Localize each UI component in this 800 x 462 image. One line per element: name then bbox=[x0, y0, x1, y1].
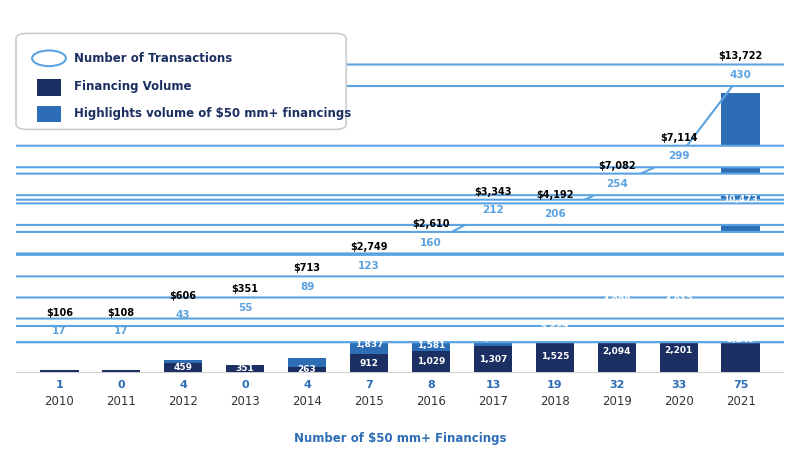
Bar bbox=[536, 318, 574, 341]
Text: 4: 4 bbox=[303, 380, 311, 389]
Text: 13: 13 bbox=[486, 380, 501, 389]
FancyBboxPatch shape bbox=[16, 33, 346, 129]
Circle shape bbox=[32, 50, 66, 66]
Text: $351: $351 bbox=[232, 284, 258, 294]
Text: 43: 43 bbox=[176, 310, 190, 320]
Text: 4,913: 4,913 bbox=[664, 296, 693, 304]
Text: 0: 0 bbox=[242, 380, 249, 389]
Bar bbox=[350, 335, 388, 354]
Bar bbox=[412, 340, 450, 352]
Bar bbox=[474, 331, 512, 346]
Text: 4: 4 bbox=[179, 380, 187, 389]
Text: $713: $713 bbox=[294, 263, 321, 273]
Text: 8: 8 bbox=[427, 380, 435, 389]
Text: 1: 1 bbox=[55, 380, 63, 389]
Bar bbox=[722, 93, 760, 306]
Text: 17: 17 bbox=[114, 326, 129, 336]
Text: 2,667: 2,667 bbox=[541, 325, 569, 334]
Bar bbox=[350, 354, 388, 372]
Circle shape bbox=[0, 276, 800, 298]
Text: 206: 206 bbox=[544, 209, 566, 219]
Bar bbox=[598, 271, 636, 330]
Text: 0: 0 bbox=[118, 380, 125, 389]
Text: 17: 17 bbox=[52, 326, 66, 336]
Text: 254: 254 bbox=[606, 179, 628, 189]
Bar bbox=[288, 358, 326, 367]
Text: 1,581: 1,581 bbox=[417, 341, 445, 350]
Circle shape bbox=[0, 321, 800, 342]
Text: 19: 19 bbox=[547, 380, 562, 389]
Text: $7,082: $7,082 bbox=[598, 161, 635, 170]
Text: 55: 55 bbox=[238, 303, 253, 313]
Circle shape bbox=[0, 203, 800, 225]
Text: 4,988: 4,988 bbox=[602, 296, 631, 305]
Bar bbox=[659, 273, 698, 328]
Bar bbox=[659, 328, 698, 372]
Text: 430: 430 bbox=[730, 70, 751, 80]
Text: 1,837: 1,837 bbox=[354, 340, 383, 349]
Text: 1,307: 1,307 bbox=[478, 355, 507, 364]
Bar bbox=[164, 363, 202, 372]
Circle shape bbox=[0, 174, 800, 195]
Bar bbox=[722, 306, 760, 372]
Text: 7: 7 bbox=[365, 380, 373, 389]
Text: 10,473: 10,473 bbox=[723, 195, 758, 204]
FancyBboxPatch shape bbox=[37, 106, 62, 122]
Bar bbox=[598, 330, 636, 372]
Bar bbox=[102, 370, 141, 372]
Text: Financing Volume: Financing Volume bbox=[74, 80, 191, 93]
Text: Highlights volume of $50 mm+ financings: Highlights volume of $50 mm+ financings bbox=[74, 107, 351, 120]
Text: 32: 32 bbox=[609, 380, 625, 389]
Text: $2,749: $2,749 bbox=[350, 242, 388, 252]
Text: $106: $106 bbox=[46, 308, 73, 317]
Bar bbox=[412, 352, 450, 372]
Text: 123: 123 bbox=[358, 261, 380, 271]
Text: $ in millions: $ in millions bbox=[20, 79, 91, 91]
Text: $7,114: $7,114 bbox=[660, 133, 698, 143]
Text: 1,029: 1,029 bbox=[417, 358, 445, 366]
Circle shape bbox=[0, 200, 800, 221]
Circle shape bbox=[0, 146, 800, 167]
Circle shape bbox=[0, 255, 800, 276]
Text: 459: 459 bbox=[174, 363, 193, 372]
Text: 299: 299 bbox=[668, 152, 690, 162]
FancyBboxPatch shape bbox=[37, 79, 62, 96]
Text: 33: 33 bbox=[671, 380, 686, 389]
Bar bbox=[40, 370, 78, 372]
Circle shape bbox=[0, 297, 800, 319]
Bar bbox=[536, 341, 574, 372]
Text: 89: 89 bbox=[300, 282, 314, 292]
Bar bbox=[288, 367, 326, 372]
Text: 212: 212 bbox=[482, 206, 504, 215]
Text: $13,722: $13,722 bbox=[718, 51, 762, 61]
Bar bbox=[226, 365, 264, 372]
Text: 351: 351 bbox=[236, 365, 254, 373]
Text: $3,343: $3,343 bbox=[474, 187, 512, 197]
Text: $108: $108 bbox=[108, 308, 135, 317]
Bar bbox=[474, 346, 512, 372]
Circle shape bbox=[0, 232, 800, 254]
Text: 2,201: 2,201 bbox=[665, 346, 693, 354]
Text: $4,192: $4,192 bbox=[536, 190, 574, 201]
Text: 2,036: 2,036 bbox=[478, 334, 507, 343]
Circle shape bbox=[0, 304, 800, 326]
Text: $2,610: $2,610 bbox=[412, 219, 450, 229]
Circle shape bbox=[0, 65, 800, 86]
Text: 912: 912 bbox=[359, 359, 378, 368]
Text: 160: 160 bbox=[420, 237, 442, 248]
Text: 263: 263 bbox=[298, 365, 317, 374]
Text: Number of Transactions: Number of Transactions bbox=[74, 52, 232, 65]
Text: 75: 75 bbox=[733, 380, 748, 389]
Text: Number of $50 mm+ Financings: Number of $50 mm+ Financings bbox=[294, 432, 506, 445]
Text: 2,094: 2,094 bbox=[602, 346, 631, 356]
Text: 1,525: 1,525 bbox=[541, 353, 569, 361]
Circle shape bbox=[0, 321, 800, 342]
Bar bbox=[164, 360, 202, 363]
Text: 3,249: 3,249 bbox=[726, 335, 755, 344]
Text: $606: $606 bbox=[170, 292, 197, 301]
